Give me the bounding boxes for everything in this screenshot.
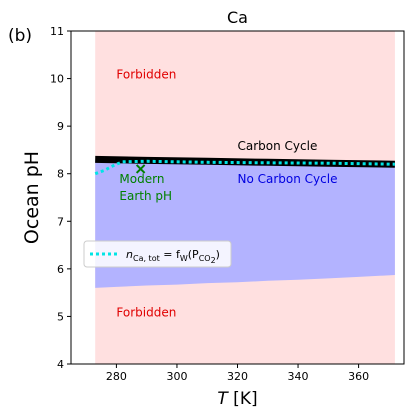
y-tick-label: 7 — [57, 215, 64, 228]
modern-earth-marker — [135, 164, 146, 174]
legend: nCa, tot = fW(PCO2) — [83, 240, 232, 268]
x-axis-symbol: T — [217, 389, 229, 409]
carbon-cycle-label: Carbon Cycle — [238, 139, 318, 153]
y-tick-label: 4 — [57, 358, 64, 371]
x-axis-unit: [K] — [228, 389, 258, 409]
forbidden-bottom-label: Forbidden — [116, 305, 176, 319]
y-axis-label: Ocean pH — [21, 151, 43, 244]
modern-earth-x — [135, 164, 146, 174]
y-axis-ticks: 4 5 6 7 8 9 10 11 — [50, 25, 71, 371]
plot-area: Forbidden Forbidden Carbon Cycle No Carb… — [83, 31, 395, 364]
legend-n-symbol: n — [126, 248, 133, 261]
legend-p-open: (P — [188, 248, 199, 261]
x-axis-ticks: 280 300 320 340 360 — [106, 364, 369, 383]
x-tick-label: 340 — [288, 370, 309, 383]
x-axis-label: T [K] — [217, 389, 257, 409]
y-tick-label: 6 — [57, 263, 64, 276]
x-tick-label: 300 — [166, 370, 187, 383]
modern-label-line1: Modern — [119, 172, 164, 186]
forbidden-top-label: Forbidden — [116, 68, 176, 82]
y-tick-label: 9 — [57, 120, 64, 133]
legend-p-close: ) — [216, 248, 220, 261]
fw-line — [94, 159, 395, 176]
x-tick-label: 320 — [227, 370, 248, 383]
no-carbon-cycle-label: No Carbon Cycle — [238, 172, 338, 186]
legend-p-subscript-2: 2 — [211, 256, 216, 265]
legend-equals: = f — [160, 248, 181, 261]
panel-label: (b) — [8, 26, 32, 46]
x-tick-label: 360 — [348, 370, 369, 383]
legend-f-subscript: W — [180, 254, 188, 263]
y-tick-label: 8 — [57, 168, 64, 181]
y-tick-label: 10 — [50, 73, 64, 86]
legend-box — [83, 240, 232, 268]
legend-p-subscript: CO — [199, 254, 211, 263]
y-tick-label: 11 — [50, 25, 64, 38]
legend-label: nCa, tot = fW(PCO2) — [126, 248, 220, 265]
modern-label-line2: Earth pH — [119, 189, 172, 203]
y-tick-label: 5 — [57, 310, 64, 323]
legend-n-subscript: Ca, tot — [133, 254, 160, 263]
x-tick-label: 280 — [106, 370, 127, 383]
chart-title: Ca — [227, 8, 248, 27]
